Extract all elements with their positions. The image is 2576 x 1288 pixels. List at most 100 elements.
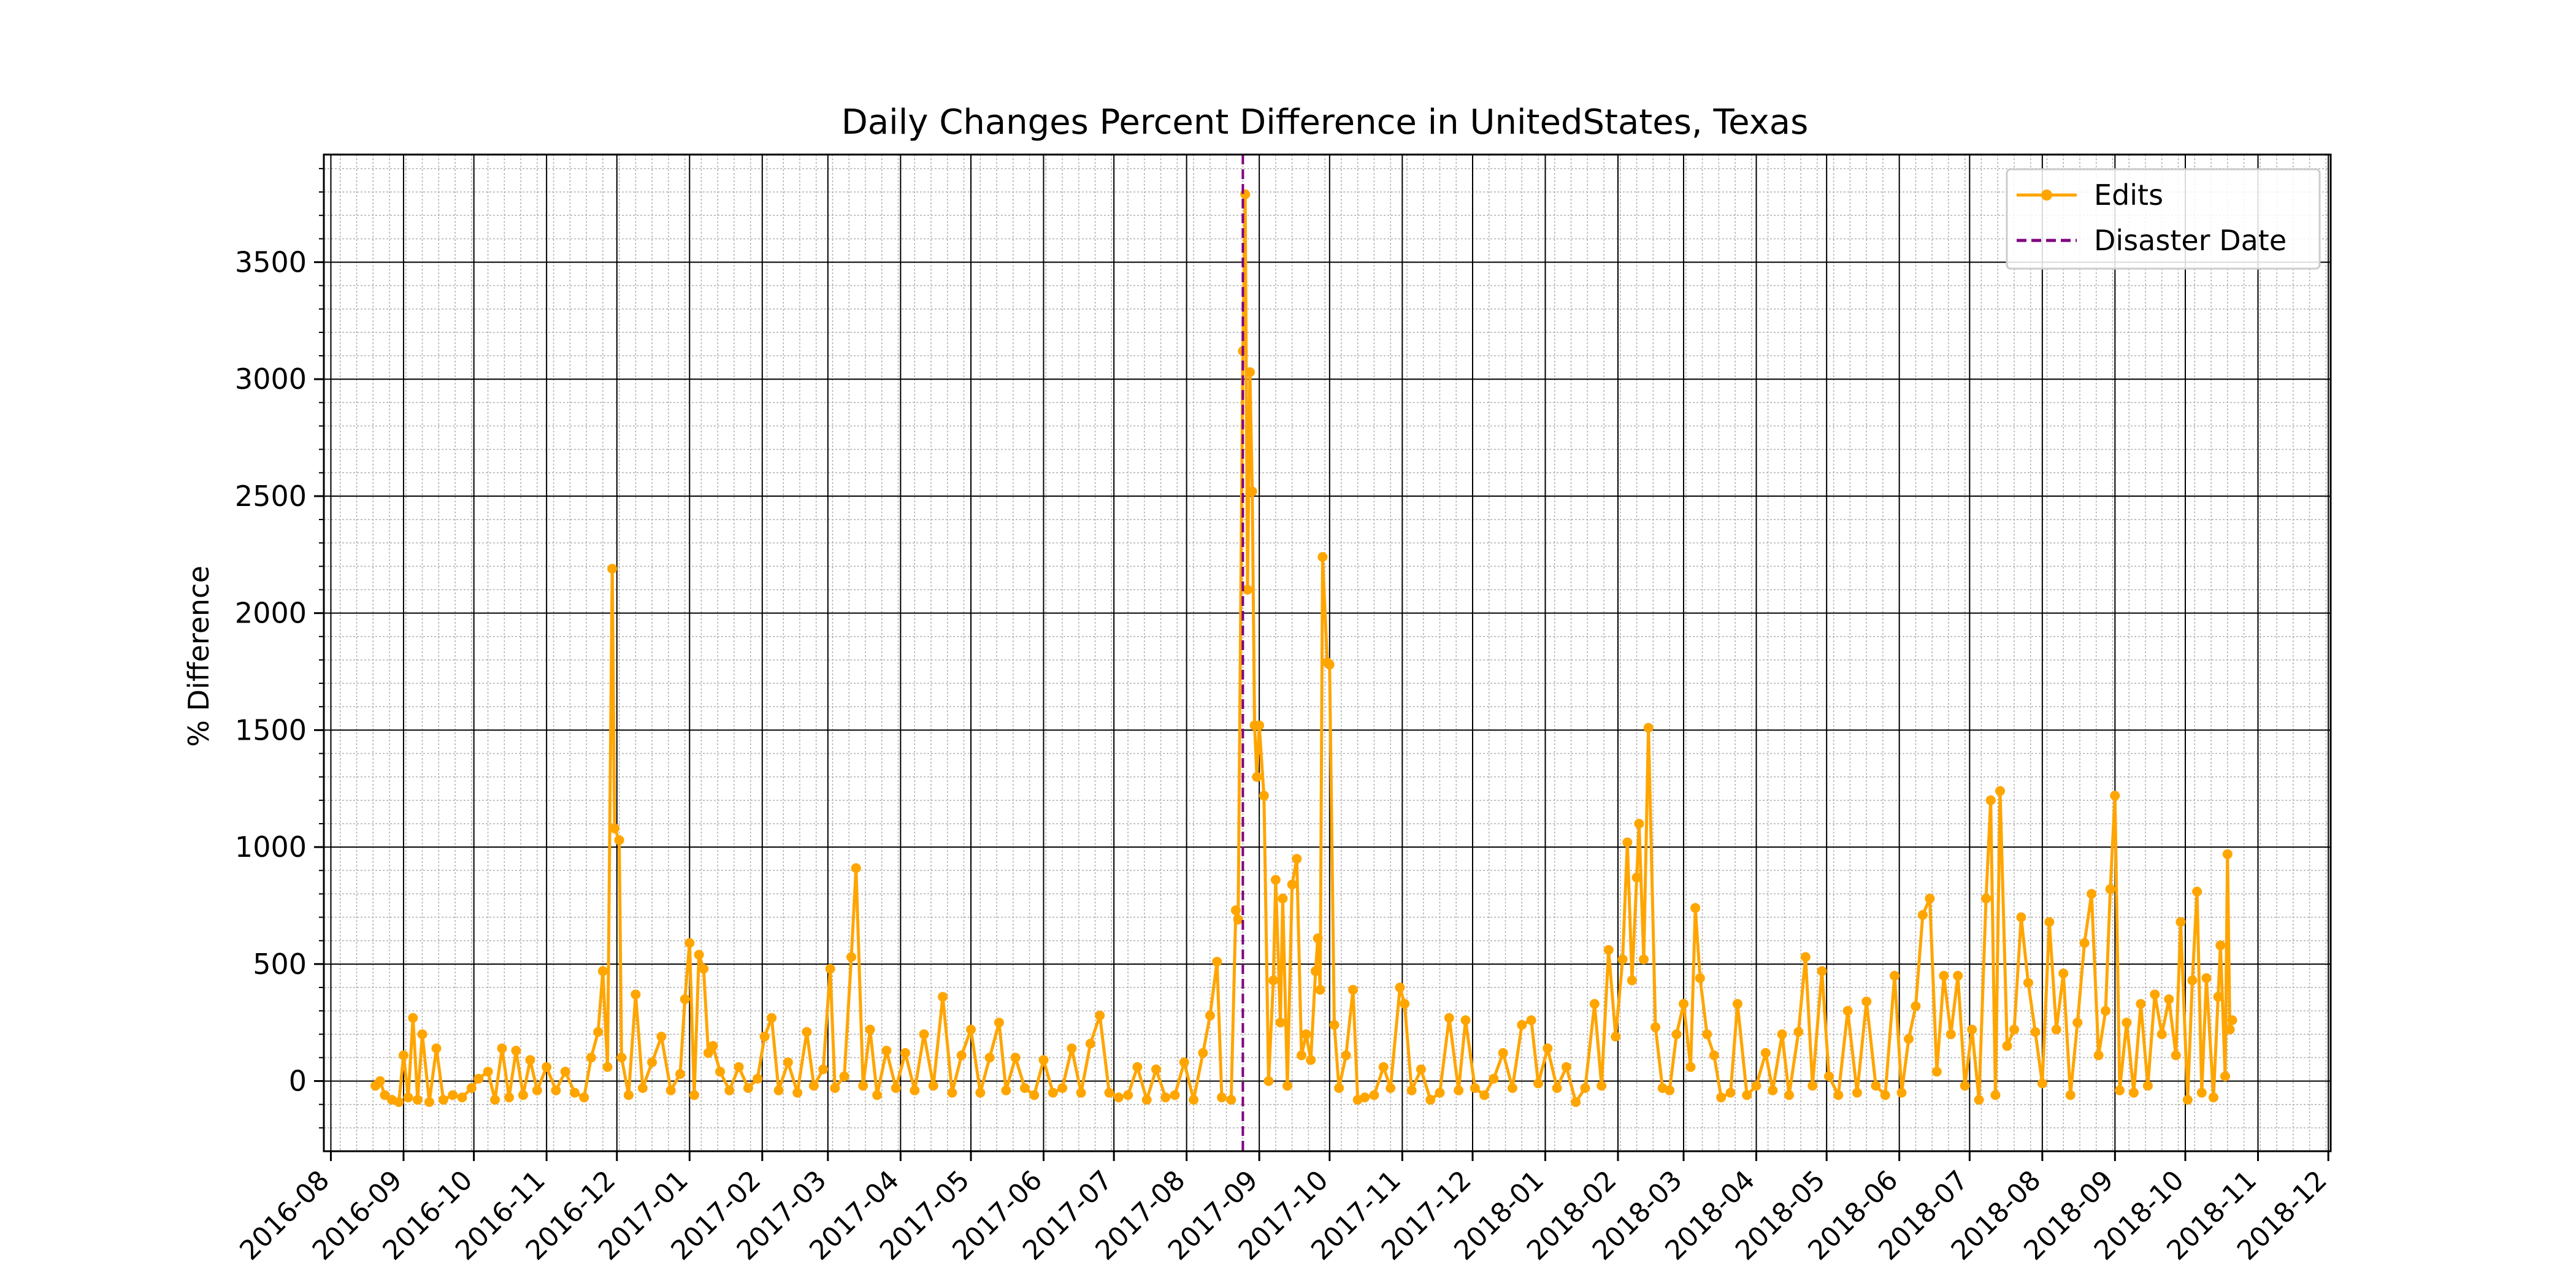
edits-data-point — [872, 1090, 883, 1100]
edits-data-point — [2220, 1071, 2230, 1081]
y-tick-label: 2500 — [235, 480, 307, 513]
edits-data-point — [1454, 1085, 1464, 1095]
edits-data-point — [2051, 1024, 2061, 1035]
edits-data-point — [2192, 886, 2202, 897]
plot-frame — [323, 153, 2332, 1152]
edits-data-point — [380, 1090, 390, 1100]
edits-data-point — [610, 823, 619, 834]
edits-data-point — [551, 1085, 561, 1095]
edits-data-point — [994, 1018, 1004, 1028]
edits-data-point — [2093, 1050, 2104, 1060]
y-axis-label: % Difference — [182, 565, 215, 746]
edits-data-point — [1226, 1095, 1236, 1105]
edits-data-point — [1259, 791, 1269, 801]
edits-data-point — [938, 992, 948, 1002]
edits-data-point — [1939, 970, 1949, 981]
edits-data-point — [457, 1092, 467, 1103]
edits-data-point — [1230, 905, 1241, 916]
edits-data-point — [1113, 1092, 1124, 1103]
edits-data-point — [483, 1067, 493, 1077]
edits-data-point — [846, 952, 856, 962]
edits-data-point — [1768, 1085, 1778, 1095]
edits-data-point — [2182, 1095, 2193, 1105]
edits-data-point — [1416, 1064, 1426, 1075]
edits-data-point — [2002, 1041, 2012, 1051]
edits-data-point — [1784, 1090, 1794, 1100]
edits-data-point — [1189, 1095, 1199, 1105]
edits-data-point — [1085, 1038, 1095, 1049]
edits-data-point — [724, 1085, 735, 1095]
edits-data-point — [1650, 1022, 1661, 1032]
edits-data-point — [675, 1069, 685, 1079]
edits-data-point — [966, 1024, 976, 1035]
edits-data-point — [616, 1052, 627, 1063]
legend-edits-label: Edits — [2094, 178, 2163, 212]
edits-data-point — [1076, 1087, 1086, 1098]
edits-data-point — [2164, 994, 2174, 1005]
edits-data-point — [1275, 1018, 1286, 1028]
edits-data-point — [1233, 914, 1243, 925]
edits-data-point — [1665, 1085, 1675, 1095]
edits-data-point — [708, 1041, 718, 1051]
edits-data-point — [466, 1083, 477, 1093]
edits-data-point — [1278, 894, 1288, 903]
edits-data-point — [767, 1013, 777, 1023]
edits-data-point — [900, 1048, 910, 1058]
edits-data-point — [703, 1048, 713, 1058]
edits-data-point — [1990, 1090, 2001, 1100]
edits-data-point — [2156, 1029, 2167, 1040]
edits-data-point — [1425, 1095, 1436, 1105]
edits-data-point — [818, 1064, 829, 1075]
edits-data-point — [1205, 1010, 1215, 1021]
edits-data-point — [1341, 1050, 1351, 1060]
edits-data-point — [412, 1095, 423, 1105]
edits-data-point — [1793, 1027, 1804, 1037]
edits-data-point — [1104, 1087, 1114, 1098]
chart-title: Daily Changes Percent Difference in Unit… — [841, 102, 1809, 142]
edits-data-point — [1702, 1029, 1712, 1040]
edits-data-point — [1378, 1062, 1389, 1072]
edits-data-point — [1489, 1073, 1499, 1084]
edits-data-point — [614, 835, 624, 845]
edits-data-point — [792, 1087, 803, 1098]
edits-data-point — [497, 1043, 507, 1054]
edits-data-point — [1348, 984, 1358, 995]
edits-data-point — [1725, 1087, 1736, 1098]
edits-data-point — [2196, 1087, 2207, 1098]
edits-data-point — [1247, 486, 1257, 497]
edits-data-point — [2044, 917, 2055, 927]
edits-data-point — [2128, 1087, 2139, 1098]
edits-data-point — [2225, 1024, 2235, 1035]
edits-data-point — [647, 1057, 657, 1067]
edits-data-point — [1029, 1090, 1040, 1100]
edits-data-point — [1931, 1067, 1942, 1077]
edits-data-point — [1571, 1097, 1581, 1107]
edits-data-point — [851, 863, 861, 873]
edits-data-point — [1861, 996, 1872, 1006]
edits-data-point — [2105, 884, 2115, 894]
edits-data-point — [1643, 723, 1654, 733]
edits-data-point — [424, 1097, 434, 1107]
edits-data-point — [1842, 1006, 1853, 1016]
edits-data-point — [417, 1029, 427, 1040]
edits-data-point — [532, 1085, 542, 1095]
edits-data-point — [1634, 819, 1644, 829]
edits-data-point — [656, 1032, 667, 1042]
edits-data-point — [504, 1092, 514, 1103]
edits-data-point — [1386, 1083, 1396, 1093]
edits-data-point — [2227, 1015, 2237, 1025]
edits-data-point — [2175, 917, 2186, 927]
edits-data-point — [1709, 1050, 1719, 1060]
edits-data-point — [1751, 1081, 1761, 1091]
edits-data-point — [1048, 1087, 1058, 1098]
edits-data-point — [586, 1052, 596, 1063]
edits-data-point — [511, 1046, 521, 1056]
edits-data-point — [1160, 1092, 1171, 1103]
edits-data-point — [715, 1067, 725, 1077]
edits-data-point — [1580, 1083, 1590, 1093]
edits-data-point — [1329, 1020, 1340, 1030]
edits-data-point — [1406, 1085, 1417, 1095]
edits-data-point — [1716, 1092, 1727, 1103]
edits-data-point — [2215, 940, 2226, 951]
edits-data-point — [2213, 992, 2223, 1002]
